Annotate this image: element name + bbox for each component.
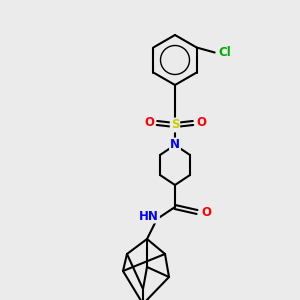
Text: N: N [170,139,180,152]
Text: HN: HN [139,209,159,223]
Text: O: O [201,206,211,218]
Text: S: S [171,118,179,131]
Text: Cl: Cl [218,46,231,59]
Text: O: O [144,116,154,130]
Text: O: O [196,116,206,130]
